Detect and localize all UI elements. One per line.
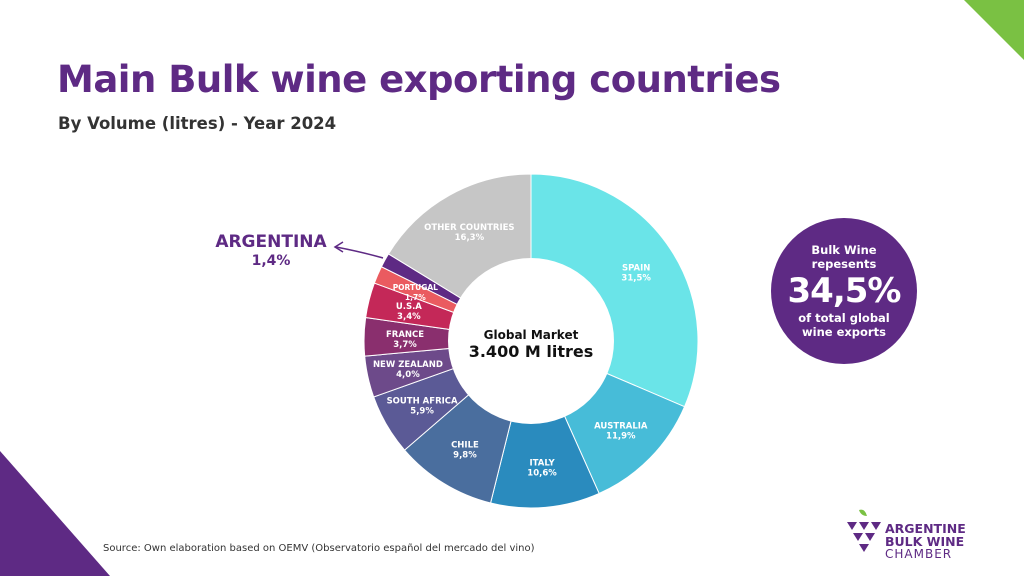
- badge-line-3: of total global: [798, 311, 890, 325]
- slice-value-chile: 9,8%: [453, 450, 477, 460]
- grape-logo-icon: [847, 509, 881, 552]
- badge-line-1: Bulk Wine: [811, 243, 877, 257]
- slice-value-south-africa: 5,9%: [410, 406, 434, 416]
- slice-label-south-africa: SOUTH AFRICA: [387, 396, 458, 406]
- logo-line-3: CHAMBER: [885, 547, 953, 561]
- slice-label-france: FRANCE: [386, 330, 424, 340]
- slice-label-italy: ITALY: [529, 459, 555, 469]
- argentina-value: 1,4%: [251, 253, 291, 269]
- slice-value-portugal: 1,7%: [405, 293, 426, 302]
- slice-label-spain: SPAIN: [622, 264, 650, 274]
- page-title: Main Bulk wine exporting countries: [57, 58, 781, 101]
- slice-value-australia: 11,9%: [606, 431, 636, 441]
- source-note: Source: Own elaboration based on OEMV (O…: [103, 543, 535, 554]
- slice-value-france: 3,7%: [393, 340, 417, 350]
- logo-line-2: BULK WINE: [885, 534, 965, 549]
- corner-triangle-green: [964, 0, 1024, 60]
- slice-label-other-countries: OTHER COUNTRIES: [424, 223, 514, 233]
- slice-value-spain: 31,5%: [621, 274, 651, 284]
- argentina-label: ARGENTINA: [215, 232, 327, 252]
- donut-hole: [448, 258, 614, 424]
- argentina-arrow: [333, 241, 384, 259]
- slice-value-italy: 10,6%: [527, 469, 557, 479]
- center-value: 3.400 M litres: [469, 342, 594, 361]
- slice-label-u-s-a: U.S.A: [396, 302, 422, 312]
- slice-value-u-s-a: 3,4%: [397, 312, 421, 322]
- badge-line-2: repesents: [811, 257, 877, 271]
- corner-triangle-purple: [0, 451, 110, 576]
- slice-value-new-zealand: 4,0%: [396, 370, 420, 380]
- argentina-callout: ARGENTINA 1,4%: [206, 232, 336, 270]
- page-subtitle: By Volume (litres) - Year 2024: [58, 114, 337, 133]
- donut-slices: [363, 173, 699, 509]
- slice-value-other-countries: 16,3%: [455, 233, 485, 243]
- chamber-logo: ARGENTINE BULK WINE CHAMBER: [845, 508, 975, 564]
- bulk-wine-share-badge: Bulk Wine repesents 34,5% of total globa…: [771, 218, 917, 364]
- slice-label-new-zealand: NEW ZEALAND: [373, 360, 443, 370]
- badge-line-4: wine exports: [802, 325, 886, 339]
- logo-line-1: ARGENTINE: [885, 521, 966, 536]
- badge-percentage: 34,5%: [787, 271, 902, 311]
- center-label: Global Market: [484, 328, 579, 342]
- slice-label-australia: AUSTRALIA: [594, 421, 648, 431]
- slice-label-chile: CHILE: [451, 440, 479, 450]
- slice-label-portugal: PORTUGAL: [393, 283, 438, 292]
